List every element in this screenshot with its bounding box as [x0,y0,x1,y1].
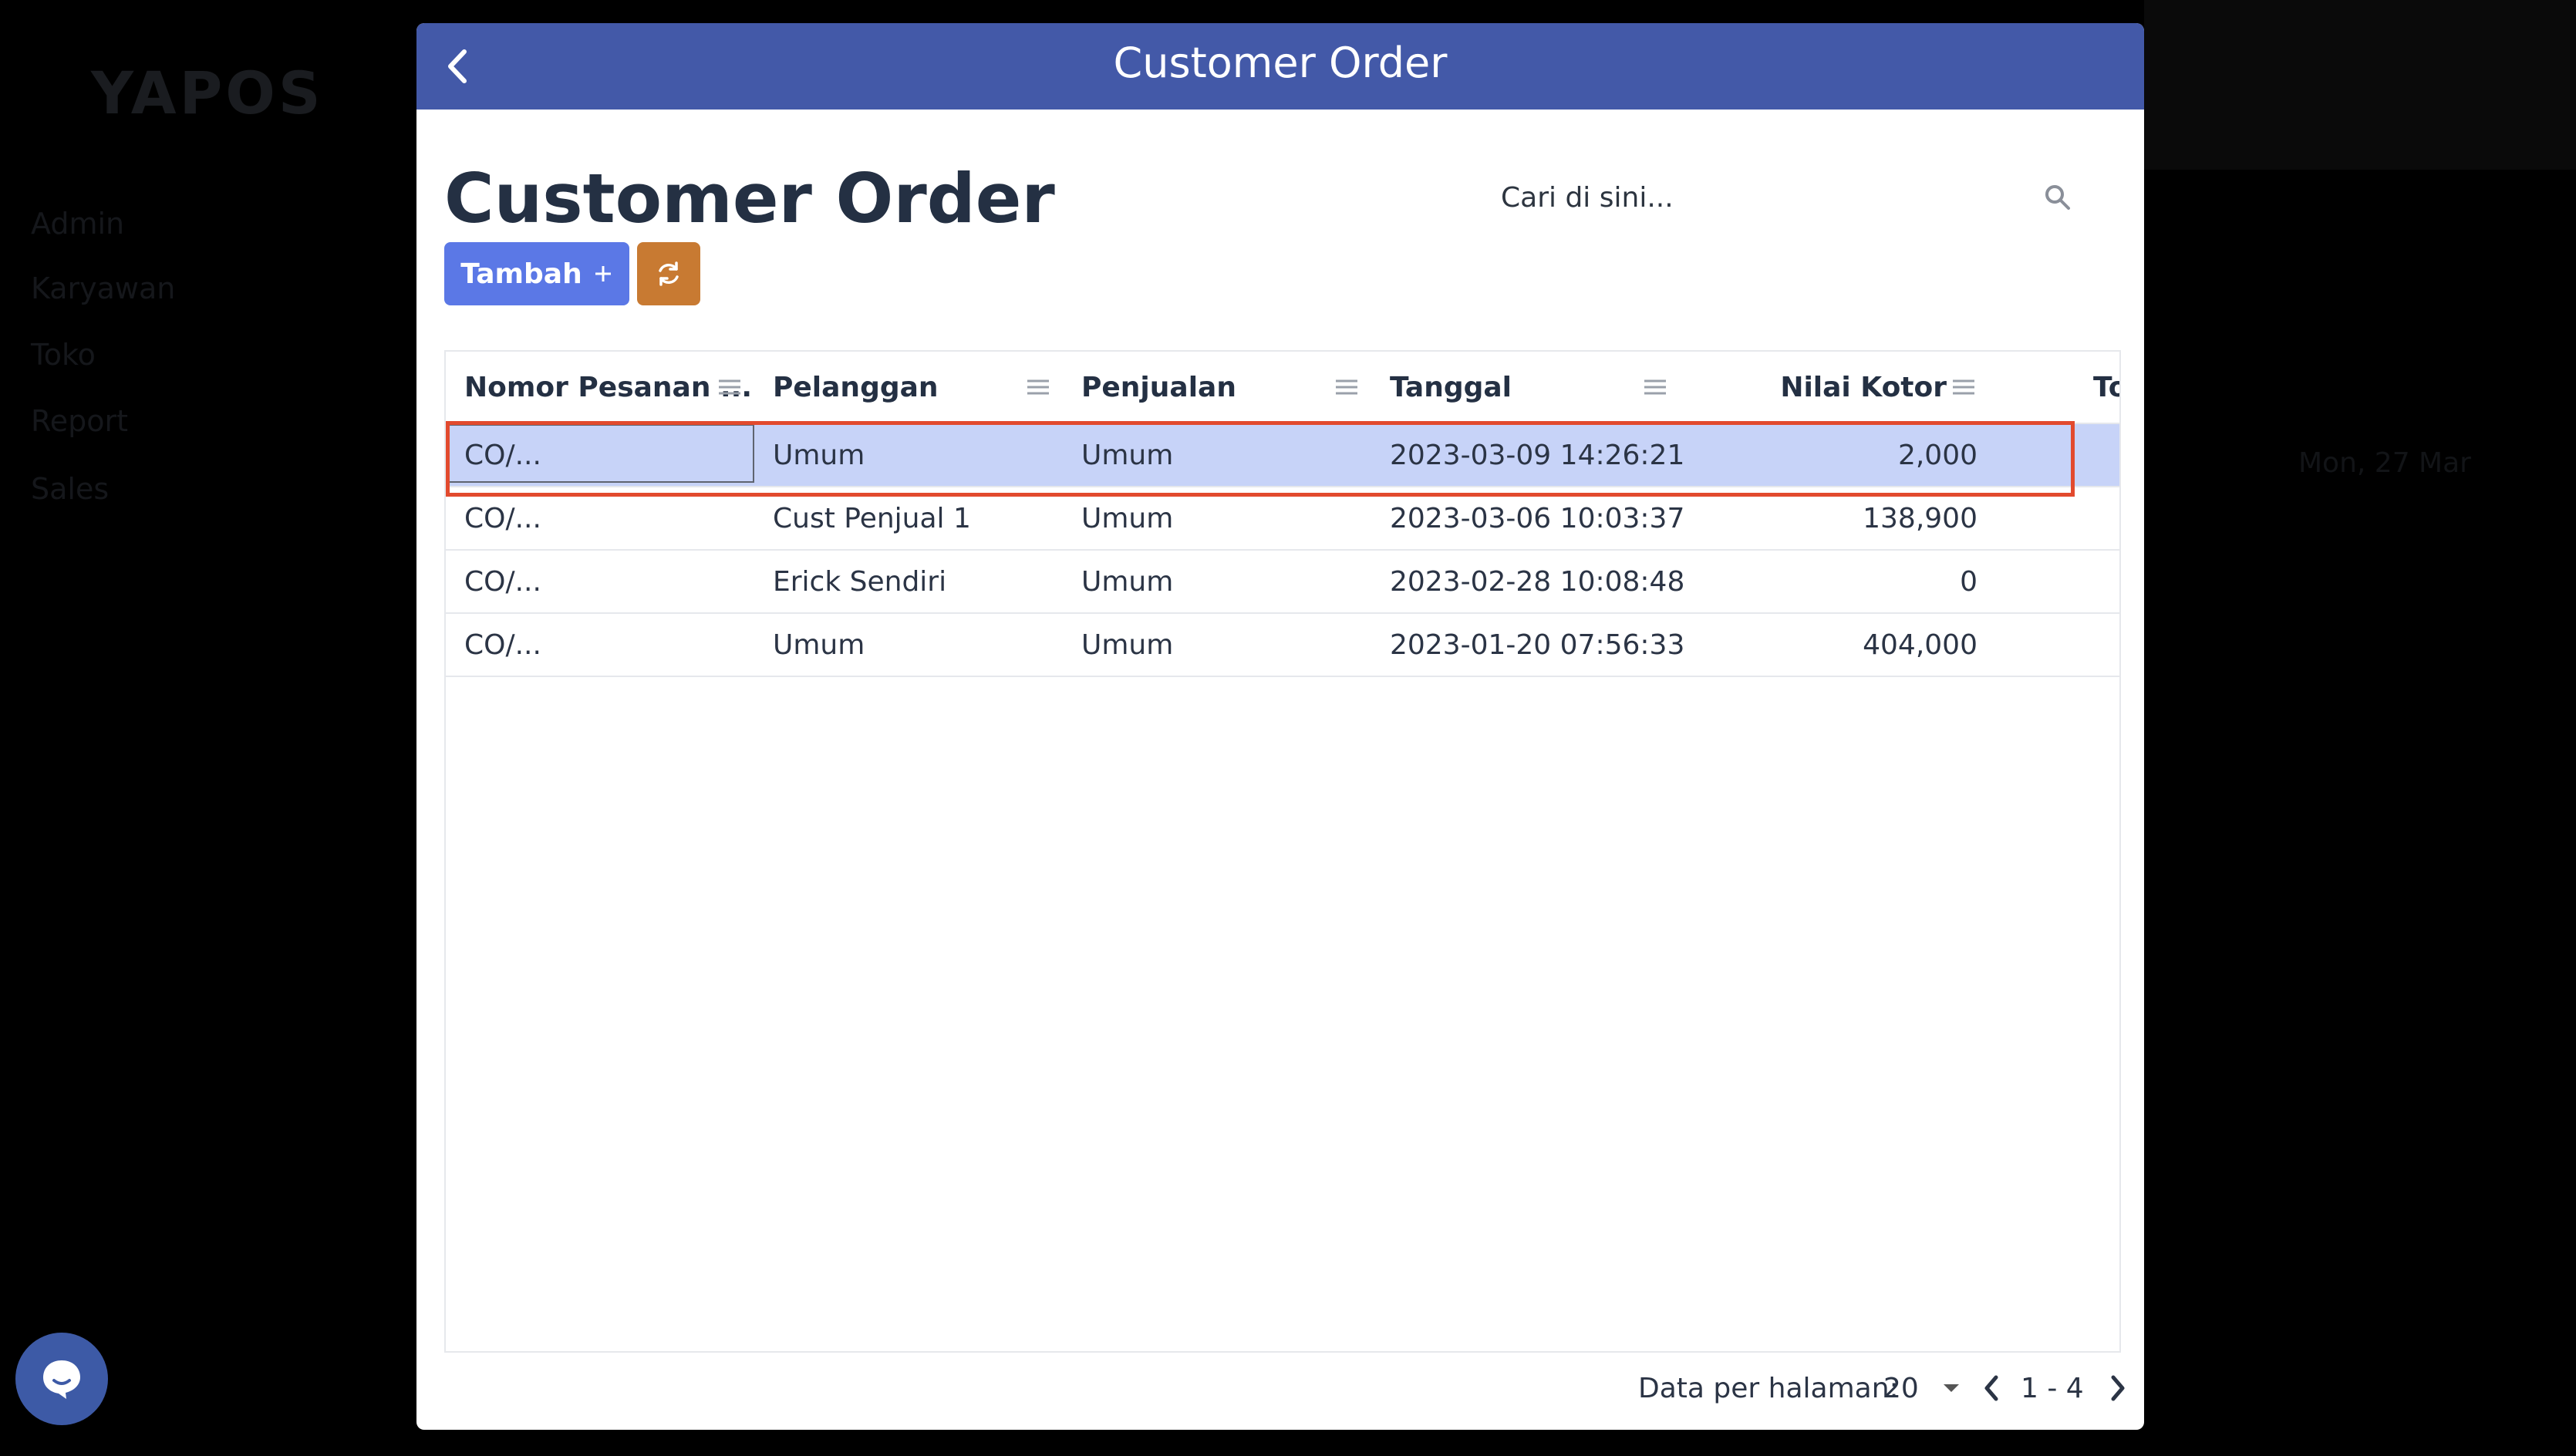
column-menu-icon[interactable] [717,375,742,399]
cell-date[interactable]: 2023-01-20 07:56:33 [1390,629,1685,661]
column-header-sales[interactable]: Penjualan [1081,371,1236,403]
page-title: Customer Order [444,159,1055,238]
chat-widget-button[interactable] [15,1333,108,1425]
cell-date[interactable]: 2023-02-28 10:08:48 [1390,565,1685,598]
bg-nav-report: Report [31,404,128,438]
cell-gross-value[interactable]: 404,000 [1863,629,1978,661]
per-page-select[interactable]: 20 [1883,1365,1962,1411]
column-menu-icon[interactable] [1026,375,1050,399]
search-input[interactable] [1496,167,2025,228]
plus-icon [595,266,611,281]
cell-sales[interactable]: Umum [1081,502,1174,534]
column-menu-icon[interactable] [1951,375,1976,399]
cell-sales[interactable]: Umum [1081,439,1174,471]
modal-header: Customer Order [416,23,2144,110]
cell-customer[interactable]: Umum [773,439,865,471]
cell-gross-value[interactable]: 2,000 [1897,439,1978,471]
column-menu-icon[interactable] [1643,375,1667,399]
table-row[interactable]: CO/... Umum Umum 2023-01-20 07:56:33 404… [446,614,2119,677]
cell-customer[interactable]: Erick Sendiri [773,565,947,598]
customer-order-modal: Customer Order Customer Order Tambah Nom… [416,23,2144,1430]
chevron-left-icon [448,49,467,83]
orders-table: Nomor Pesanan ... Pelanggan Penjualan Ta… [444,350,2121,1353]
prev-page-button[interactable] [1981,1365,2004,1411]
column-header-date[interactable]: Tanggal [1390,371,1512,403]
next-page-button[interactable] [2106,1365,2129,1411]
table-row[interactable]: CO/... Umum Umum 2023-03-09 14:26:21 2,0… [446,424,2119,487]
back-button[interactable] [435,43,481,89]
chevron-right-icon [2111,1375,2125,1401]
bg-row-cell: Mon, 27 Mar [2298,447,2471,479]
page-range: 1 - 4 [2021,1372,2084,1404]
cell-order-number[interactable]: CO/... [464,502,541,534]
column-header-order-number[interactable]: Nomor Pesanan ... [464,371,753,403]
per-page-value: 20 [1883,1372,1919,1404]
cell-sales[interactable]: Umum [1081,565,1174,598]
cell-date[interactable]: 2023-03-06 10:03:37 [1390,502,1685,534]
bg-nav-admin: Admin [31,207,125,241]
table-row[interactable]: CO/... Erick Sendiri Umum 2023-02-28 10:… [446,551,2119,614]
column-header-customer[interactable]: Pelanggan [773,371,939,403]
cell-order-number[interactable]: CO/... [464,629,541,661]
add-button[interactable]: Tambah [444,242,629,305]
modal-title: Customer Order [1113,39,1448,87]
cell-date[interactable]: 2023-03-09 14:26:21 [1390,439,1685,471]
bg-nav-sales: Sales [31,472,110,506]
cell-gross-value[interactable]: 138,900 [1863,502,1978,534]
chevron-left-icon [1984,1375,1998,1401]
app-logo: YAPOS [91,59,324,127]
search-box [1496,167,2082,228]
bg-nav-karyawan: Karyawan [31,271,176,305]
per-page-label: Data per halaman: [1638,1372,1899,1404]
cell-sales[interactable]: Umum [1081,629,1174,661]
cell-order-number[interactable]: CO/... [464,439,541,471]
table-header: Nomor Pesanan ... Pelanggan Penjualan Ta… [446,352,2119,424]
refresh-button[interactable] [637,242,700,305]
bg-nav-toko: Toko [31,338,96,372]
cell-customer[interactable]: Umum [773,629,865,661]
add-button-label: Tambah [460,258,582,290]
table-row[interactable]: CO/... Cust Penjual 1 Umum 2023-03-06 10… [446,487,2119,551]
cell-order-number[interactable]: CO/... [464,565,541,598]
column-menu-icon[interactable] [1334,375,1359,399]
cell-gross-value[interactable]: 0 [1960,565,1978,598]
refresh-icon [659,261,679,286]
search-icon[interactable] [2041,180,2075,214]
column-header-total[interactable]: To [2093,371,2119,403]
chat-icon [43,1360,80,1399]
column-header-gross-value[interactable]: Nilai Kotor [1780,371,1947,403]
cell-customer[interactable]: Cust Penjual 1 [773,502,971,534]
bg-topbar [2144,0,2576,170]
caret-down-icon [1943,1384,1959,1392]
